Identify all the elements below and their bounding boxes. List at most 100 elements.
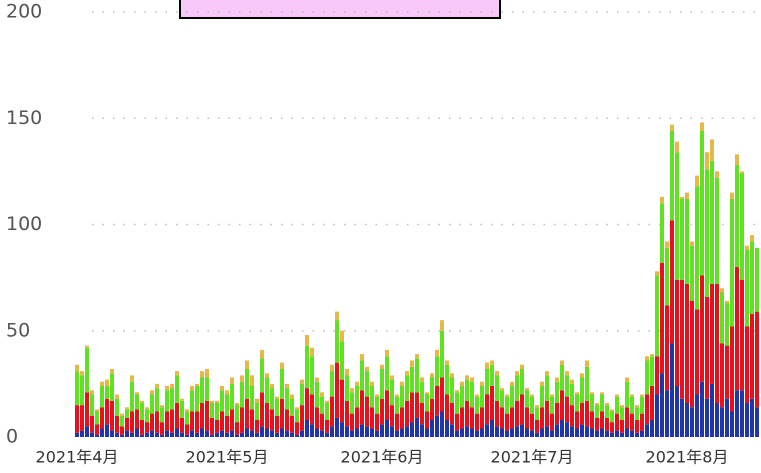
bar-segment — [500, 390, 504, 408]
bar-segment — [700, 122, 704, 131]
bar-segment — [610, 422, 614, 433]
bar-segment — [345, 400, 349, 427]
bar-segment — [490, 364, 494, 386]
x-tick-label: 2021年6月 — [341, 448, 424, 467]
bar-segment — [240, 375, 244, 382]
bar-segment — [260, 349, 264, 359]
bar-segment — [290, 398, 294, 416]
bar-segment — [75, 364, 79, 372]
bar-segment — [230, 409, 234, 431]
bar-segment — [115, 398, 119, 416]
bar-segment — [475, 394, 479, 397]
bar-segment — [210, 403, 214, 418]
bar-segment — [690, 301, 694, 408]
bar-segment — [680, 196, 684, 199]
bar-segment — [695, 175, 699, 187]
bar-segment — [315, 428, 319, 437]
bar-segment — [115, 415, 119, 433]
bar-segment — [570, 426, 574, 437]
bar-segment — [95, 424, 99, 435]
bar-segment — [635, 420, 639, 433]
bar-segment — [445, 364, 449, 395]
bar-segment — [565, 396, 569, 423]
bar-segment — [140, 403, 144, 420]
bar-segment — [305, 388, 309, 420]
bar-segment — [570, 383, 574, 406]
bar-segment — [715, 177, 719, 284]
bar-segment — [225, 390, 229, 395]
bar-segment — [500, 407, 504, 429]
bar-segment — [140, 420, 144, 435]
bar-segment — [425, 428, 429, 437]
bar-segment — [100, 381, 104, 386]
bar-segment — [280, 398, 284, 429]
bar-segment — [710, 284, 714, 384]
bar-segment — [645, 356, 649, 361]
bar-segment — [120, 413, 124, 416]
bar-segment — [585, 366, 589, 401]
bar-segment — [510, 381, 514, 386]
bar-segment — [225, 394, 229, 416]
bar-segment — [540, 428, 544, 437]
bar-segment — [460, 428, 464, 437]
bar-segment — [415, 392, 419, 418]
bar-segment — [320, 430, 324, 437]
bar-segment — [100, 428, 104, 437]
bar-segment — [155, 383, 159, 389]
bar-segment — [280, 428, 284, 437]
bar-segment — [730, 199, 734, 327]
bar-segment — [475, 430, 479, 437]
bar-segment — [650, 354, 654, 357]
bar-segment — [90, 415, 94, 433]
bar-segment — [150, 394, 154, 414]
bar-segment — [310, 347, 314, 357]
bar-segment — [300, 379, 304, 384]
bar-segment — [80, 375, 84, 406]
bar-segment — [520, 364, 524, 369]
bar-segment — [505, 430, 509, 437]
bar-segment — [730, 326, 734, 412]
bar-segment — [85, 347, 89, 393]
bar-segment — [130, 381, 134, 412]
bar-segment — [155, 388, 159, 412]
bar-segment — [235, 405, 239, 423]
bar-segment — [575, 392, 579, 395]
bar-segment — [600, 394, 604, 412]
bar-segment — [105, 386, 109, 399]
bar-segment — [755, 247, 759, 312]
bar-segment — [215, 432, 219, 437]
bar-segment — [440, 411, 444, 437]
bar-segment — [180, 417, 184, 433]
bar-segment — [650, 386, 654, 420]
bar-segment — [145, 432, 149, 437]
bar-segment — [420, 424, 424, 437]
bar-segment — [205, 377, 209, 401]
bar-segment — [255, 398, 259, 403]
bar-segment — [145, 407, 149, 410]
bar-segment — [470, 381, 474, 408]
bar-segment — [275, 398, 279, 416]
bar-segment — [560, 364, 564, 391]
bar-segment — [105, 424, 109, 437]
bar-segment — [195, 383, 199, 386]
y-tick-label: 150 — [6, 107, 42, 129]
bar-segment — [125, 417, 129, 431]
bar-segment — [735, 267, 739, 391]
bar-segment — [525, 428, 529, 437]
bar-segment — [210, 417, 214, 435]
bar-segment — [385, 390, 389, 420]
bar-segment — [655, 394, 659, 437]
bar-segment — [705, 398, 709, 437]
bar-segment — [450, 373, 454, 378]
bar-segment — [495, 375, 499, 401]
bar-segment — [660, 373, 664, 437]
bar-segment — [135, 394, 139, 410]
bar-segment — [160, 405, 164, 408]
bar-segment — [660, 196, 664, 204]
bar-segment — [95, 411, 99, 425]
bar-segment — [540, 386, 544, 408]
bar-segment — [100, 407, 104, 429]
bar-segment — [90, 432, 94, 437]
bar-segment — [240, 432, 244, 437]
